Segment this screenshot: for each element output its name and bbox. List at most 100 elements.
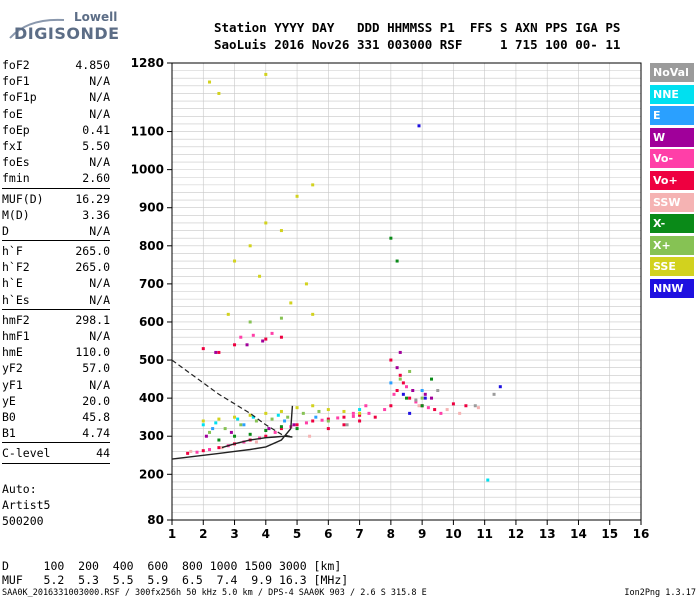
profile-extrapolation	[171, 359, 293, 438]
legend-item: X-	[650, 214, 694, 234]
parameter-name: fxI	[2, 138, 23, 153]
legend-item: Vo+	[650, 170, 694, 190]
x-tick-label: 14	[570, 527, 587, 541]
data-point	[414, 400, 418, 404]
parameter-name: foE	[2, 106, 23, 121]
data-point	[201, 423, 205, 427]
parameter-row: hmE 110.0	[2, 344, 110, 360]
parameter-row: foE N/A	[2, 106, 110, 122]
data-point	[201, 347, 205, 351]
parameter-group-heights: h`F 265.0 h`F2 265.0 h`E N/A h`Es N/A	[2, 243, 110, 308]
parameter-value: N/A	[89, 292, 110, 307]
data-point	[417, 404, 421, 408]
y-tick-label: 1280	[131, 56, 164, 70]
parameter-value: N/A	[89, 106, 110, 121]
data-point	[398, 377, 402, 381]
data-point	[217, 417, 221, 421]
parameter-name: h`E	[2, 276, 23, 291]
parameter-value: 20.0	[82, 393, 110, 408]
data-point	[342, 409, 346, 413]
legend-item: X+	[650, 235, 694, 255]
data-point	[473, 404, 477, 408]
data-point	[239, 423, 243, 427]
data-point	[229, 430, 233, 434]
data-point	[295, 406, 299, 410]
parameter-name: foF1p	[2, 90, 37, 105]
data-point	[336, 416, 340, 420]
logo-swoosh-icon	[9, 18, 65, 39]
data-point	[261, 339, 265, 343]
parameter-name: hmF2	[2, 312, 30, 327]
parameter-name: hmE	[2, 345, 23, 360]
parameter-name: h`Es	[2, 292, 30, 307]
data-point	[345, 423, 349, 427]
data-point	[233, 343, 237, 347]
data-point	[389, 358, 393, 362]
parameter-row: fxI 5.50	[2, 138, 110, 154]
digisonde-logo: Lowell DIGISONDE	[4, 6, 144, 50]
data-point	[295, 427, 299, 431]
data-point	[420, 404, 424, 408]
data-point	[392, 392, 396, 396]
data-point	[364, 404, 368, 408]
data-point	[186, 451, 190, 455]
data-point	[405, 396, 408, 400]
data-point	[389, 236, 393, 240]
parameter-row: h`Es N/A	[2, 292, 110, 308]
data-point	[233, 259, 237, 263]
data-point	[430, 377, 434, 381]
legend-item: Vo-	[650, 149, 694, 169]
data-point	[267, 427, 271, 431]
parameter-row: MUF(D) 16.29	[2, 191, 110, 207]
parameter-value: N/A	[89, 74, 110, 89]
data-point	[389, 381, 393, 385]
data-point	[398, 350, 402, 354]
y-tick-label: 800	[139, 239, 164, 253]
parameter-value: 5.50	[82, 138, 110, 153]
data-point	[208, 430, 212, 434]
data-point	[201, 449, 205, 453]
data-point	[342, 415, 346, 419]
parameter-row: B0 45.8	[2, 409, 110, 425]
x-tick-label: 4	[262, 527, 270, 541]
data-point	[264, 221, 268, 225]
data-point	[401, 392, 405, 396]
data-point	[264, 72, 268, 76]
data-point	[236, 417, 240, 421]
data-point	[264, 429, 268, 433]
header-line1: Station YYYY DAY DDD HHMMSS P1 FFS S AXN…	[214, 20, 621, 35]
parameter-name: yF2	[2, 361, 23, 376]
logo-line1: Lowell	[74, 10, 118, 24]
data-point	[326, 427, 330, 431]
legend-item: NNW	[650, 278, 694, 298]
data-point	[223, 427, 227, 431]
y-tick-label: 700	[139, 277, 164, 291]
data-point	[498, 385, 502, 389]
parameter-value: 265.0	[75, 260, 110, 275]
x-tick-label: 10	[445, 527, 462, 541]
parameter-name: D	[2, 223, 9, 238]
parameter-value: 3.36	[82, 207, 110, 222]
x-tick-label: 1	[168, 527, 176, 541]
footer-distance-line: D 100 200 400 600 800 1000 1500 3000 [km…	[2, 559, 342, 573]
parameter-value: N/A	[89, 329, 110, 343]
data-point	[430, 396, 434, 400]
data-point	[304, 421, 308, 425]
data-point	[351, 411, 355, 415]
parameter-row: fmin 2.60	[2, 170, 110, 186]
data-point	[451, 402, 455, 406]
parameter-row: h`E N/A	[2, 275, 110, 291]
data-point	[233, 415, 237, 419]
data-point	[248, 413, 252, 417]
y-tick-label: 200	[139, 467, 164, 481]
data-point	[204, 434, 208, 438]
legend-item: SSW	[650, 192, 694, 212]
data-point	[292, 423, 296, 427]
data-point	[195, 450, 199, 454]
data-point	[426, 406, 430, 410]
data-point	[251, 415, 255, 419]
data-point	[214, 421, 218, 425]
data-point	[279, 229, 283, 233]
data-point	[254, 419, 258, 423]
data-point	[408, 411, 412, 415]
